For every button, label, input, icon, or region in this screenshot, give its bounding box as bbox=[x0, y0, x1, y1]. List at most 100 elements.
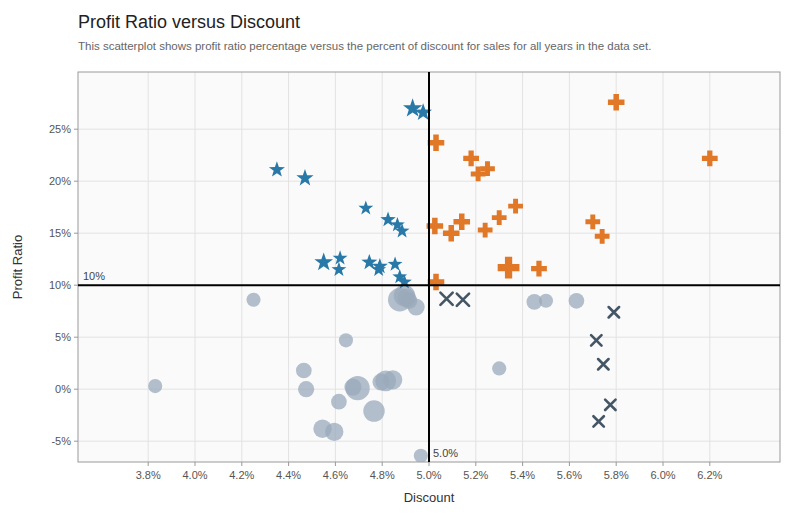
tick-label-y: 15% bbox=[49, 227, 71, 239]
point-plus bbox=[463, 150, 479, 166]
tick-label-x: 5.2% bbox=[463, 469, 488, 481]
tick-x bbox=[148, 462, 149, 466]
point-circle bbox=[346, 376, 370, 400]
point-circle bbox=[325, 423, 343, 441]
point-star bbox=[395, 223, 410, 237]
title: Profit Ratio versus Discount bbox=[78, 12, 300, 32]
point-star bbox=[296, 169, 313, 185]
point-star bbox=[403, 98, 422, 116]
point-circle bbox=[363, 400, 384, 421]
tick-x bbox=[195, 462, 196, 466]
tick-x bbox=[663, 462, 664, 466]
tick-x bbox=[241, 462, 242, 466]
point-x bbox=[605, 400, 615, 410]
tick-label-x: 4.6% bbox=[323, 469, 348, 481]
series-plus bbox=[427, 94, 718, 290]
reference-line-x bbox=[428, 72, 430, 462]
point-star bbox=[314, 252, 333, 270]
grid-line-x bbox=[429, 72, 430, 462]
point-circle bbox=[246, 293, 260, 307]
tick-y bbox=[74, 181, 78, 182]
tick-y bbox=[74, 285, 78, 286]
tick-label-y: 10% bbox=[49, 279, 71, 291]
grid-line-x bbox=[616, 72, 617, 462]
point-plus bbox=[453, 213, 470, 230]
point-x bbox=[593, 416, 603, 426]
point-star bbox=[269, 161, 285, 176]
point-circle bbox=[331, 394, 347, 410]
tick-label-y: 20% bbox=[49, 175, 71, 187]
plot-background bbox=[78, 72, 780, 462]
series-star bbox=[269, 98, 432, 288]
tick-x bbox=[288, 462, 289, 466]
point-circle bbox=[492, 361, 506, 375]
point-star bbox=[361, 254, 377, 269]
point-plus bbox=[702, 150, 718, 166]
tick-x bbox=[335, 462, 336, 466]
tick-x bbox=[429, 462, 430, 466]
plot-frame bbox=[78, 72, 780, 462]
point-star bbox=[358, 200, 373, 214]
tick-x bbox=[709, 462, 710, 466]
point-star bbox=[333, 250, 348, 264]
point-circle bbox=[408, 298, 425, 315]
grid-line-y bbox=[78, 285, 780, 286]
tick-label-x: 3.8% bbox=[136, 469, 161, 481]
tick-y bbox=[74, 337, 78, 338]
grid-line-x bbox=[663, 72, 664, 462]
point-x bbox=[598, 359, 608, 369]
grid bbox=[78, 72, 780, 462]
point-circle bbox=[414, 449, 428, 462]
grid-line-x bbox=[709, 72, 710, 462]
grid-line-x bbox=[241, 72, 242, 462]
point-circle bbox=[296, 363, 312, 379]
point-plus bbox=[443, 225, 460, 242]
tick-label-x: 5.6% bbox=[557, 469, 582, 481]
tick-label-x: 4.8% bbox=[370, 469, 395, 481]
tick-label-y: -5% bbox=[51, 435, 71, 447]
y-axis-label: Profit Ratio bbox=[10, 235, 25, 299]
point-plus bbox=[471, 167, 486, 182]
point-circle bbox=[569, 293, 585, 309]
tick-x bbox=[475, 462, 476, 466]
tick-y bbox=[74, 441, 78, 442]
grid-line-x bbox=[475, 72, 476, 462]
tick-label-x: 5.4% bbox=[510, 469, 535, 481]
tick-x bbox=[569, 462, 570, 466]
point-plus bbox=[478, 223, 493, 238]
tick-label-x: 5.0% bbox=[416, 469, 441, 481]
point-star bbox=[388, 257, 403, 271]
point-x bbox=[609, 307, 619, 317]
point-x bbox=[457, 294, 469, 306]
tick-label-x: 4.4% bbox=[276, 469, 301, 481]
marks bbox=[78, 72, 780, 462]
point-star bbox=[372, 258, 388, 273]
tick-y bbox=[74, 129, 78, 130]
tick-x bbox=[382, 462, 383, 466]
tick-label-x: 5.8% bbox=[604, 469, 629, 481]
point-plus bbox=[492, 210, 507, 225]
point-x bbox=[440, 293, 452, 305]
point-x bbox=[591, 335, 601, 345]
point-plus bbox=[585, 214, 600, 229]
point-plus bbox=[428, 134, 445, 151]
point-plus bbox=[595, 229, 610, 244]
tick-y bbox=[74, 389, 78, 390]
tick-label-x: 4.0% bbox=[182, 469, 207, 481]
reference-line-y bbox=[78, 284, 780, 286]
series-x bbox=[440, 293, 619, 427]
series-circle bbox=[148, 285, 584, 462]
tick-label-y: 25% bbox=[49, 123, 71, 135]
grid-line-x bbox=[569, 72, 570, 462]
grid-line-x bbox=[522, 72, 523, 462]
point-plus bbox=[531, 261, 547, 277]
grid-line-x bbox=[195, 72, 196, 462]
tick-label-y: 5% bbox=[55, 331, 71, 343]
tick-label-x: 6.0% bbox=[650, 469, 675, 481]
tick-label-x: 4.2% bbox=[229, 469, 254, 481]
point-plus bbox=[608, 94, 625, 111]
point-circle bbox=[339, 333, 353, 347]
tick-y bbox=[74, 233, 78, 234]
point-plus bbox=[428, 274, 445, 291]
tick-x bbox=[616, 462, 617, 466]
